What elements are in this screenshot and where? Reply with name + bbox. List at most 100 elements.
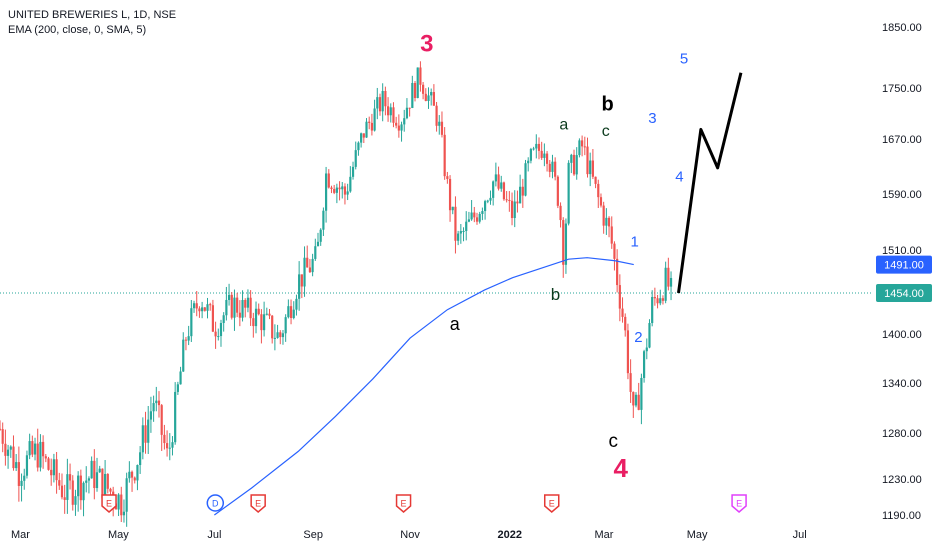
candle-body[interactable] (597, 183, 600, 198)
candle-body[interactable] (130, 471, 134, 478)
price-tag[interactable] (876, 284, 932, 302)
candle-body[interactable] (47, 458, 50, 470)
candle-body[interactable] (341, 186, 344, 190)
candle-body[interactable] (656, 298, 659, 304)
candle-body[interactable] (354, 150, 357, 167)
candle-body[interactable] (554, 161, 557, 177)
candle-body[interactable] (333, 189, 336, 193)
candle-body[interactable] (543, 153, 546, 158)
candle-body[interactable] (605, 217, 608, 226)
candle-body[interactable] (79, 475, 82, 501)
candle-body[interactable] (411, 83, 414, 108)
candle-body[interactable] (505, 199, 508, 201)
wave-label[interactable]: b (551, 285, 560, 304)
candle-body[interactable] (300, 274, 303, 287)
candle-body[interactable] (435, 105, 438, 126)
candle-body[interactable] (182, 339, 185, 372)
candle-body[interactable] (217, 336, 220, 338)
candle-body[interactable] (373, 108, 376, 131)
candle-body[interactable] (494, 174, 497, 182)
candle-body[interactable] (570, 154, 573, 163)
candle-body[interactable] (475, 217, 479, 222)
candle-body[interactable] (1, 429, 4, 444)
candle-body[interactable] (483, 201, 487, 212)
candle-body[interactable] (532, 148, 535, 150)
candle-body[interactable] (376, 97, 379, 109)
candle-body[interactable] (510, 200, 514, 219)
candle-body[interactable] (559, 205, 562, 221)
candle-body[interactable] (427, 95, 430, 101)
candle-body[interactable] (25, 455, 29, 476)
candle-body[interactable] (252, 318, 255, 327)
candle-body[interactable] (244, 300, 247, 308)
candle-body[interactable] (540, 150, 543, 158)
candle-body[interactable] (289, 306, 293, 318)
candle-body[interactable] (71, 480, 74, 505)
candle-body[interactable] (192, 303, 196, 309)
candle-body[interactable] (430, 92, 433, 96)
candle-body[interactable] (120, 494, 123, 516)
candle-body[interactable] (52, 459, 55, 476)
candle-body[interactable] (101, 468, 104, 499)
candle-body[interactable] (500, 182, 503, 189)
wave-label[interactable]: 5 (680, 51, 688, 68)
candle-body[interactable] (462, 230, 465, 232)
candle-body[interactable] (637, 394, 640, 410)
candle-body[interactable] (594, 176, 597, 184)
wave-label[interactable]: 4 (675, 169, 683, 186)
earnings-marker[interactable] (543, 494, 560, 513)
candle-body[interactable] (311, 258, 314, 273)
candle-body[interactable] (55, 459, 58, 481)
candle-body[interactable] (524, 163, 527, 196)
candle-body[interactable] (227, 294, 231, 300)
candle-body[interactable] (104, 473, 107, 499)
candle-body[interactable] (233, 297, 236, 318)
candle-body[interactable] (15, 462, 18, 469)
candle-body[interactable] (572, 154, 576, 175)
candle-body[interactable] (378, 97, 382, 112)
candle-body[interactable] (249, 297, 252, 319)
candle-body[interactable] (171, 442, 174, 448)
candle-body[interactable] (90, 460, 93, 479)
wave-projection-line[interactable] (677, 72, 743, 294)
candle-body[interactable] (109, 488, 112, 492)
candle-body[interactable] (222, 315, 225, 324)
candle-body[interactable] (31, 441, 34, 455)
candle-body[interactable] (438, 121, 441, 126)
wave-label[interactable]: 3 (420, 30, 433, 57)
earnings-marker[interactable] (731, 494, 747, 513)
candle-body[interactable] (330, 187, 333, 190)
candle-body[interactable] (257, 308, 260, 315)
candle-body[interactable] (50, 469, 53, 476)
candle-body[interactable] (613, 243, 616, 259)
candle-body[interactable] (263, 314, 266, 331)
candle-body[interactable] (63, 497, 66, 500)
candle-body[interactable] (58, 480, 61, 486)
candle-body[interactable] (632, 391, 635, 406)
candle-body[interactable] (39, 441, 42, 468)
candle-body[interactable] (467, 219, 471, 222)
candle-body[interactable] (508, 199, 511, 201)
candle-body[interactable] (562, 220, 565, 265)
candle-body[interactable] (610, 226, 613, 244)
candle-body[interactable] (422, 84, 425, 94)
candle-body[interactable] (389, 107, 392, 116)
candle-body[interactable] (66, 474, 69, 500)
candle-body[interactable] (349, 176, 352, 192)
candle-body[interactable] (413, 83, 417, 99)
candle-body[interactable] (165, 443, 169, 449)
candle-body[interactable] (365, 121, 368, 138)
candle-body[interactable] (362, 133, 365, 138)
candle-body[interactable] (432, 92, 435, 106)
candle-body[interactable] (381, 90, 384, 112)
candle-body[interactable] (128, 471, 131, 479)
candle-body[interactable] (198, 308, 201, 312)
wave-label[interactable]: c (602, 123, 610, 140)
candle-body[interactable] (492, 181, 495, 198)
candle-body[interactable] (287, 306, 290, 318)
wave-label[interactable]: b (602, 93, 614, 115)
candle-body[interactable] (316, 241, 320, 247)
candle-body[interactable] (424, 93, 427, 101)
candle-body[interactable] (521, 186, 524, 196)
candle-body[interactable] (42, 441, 45, 457)
